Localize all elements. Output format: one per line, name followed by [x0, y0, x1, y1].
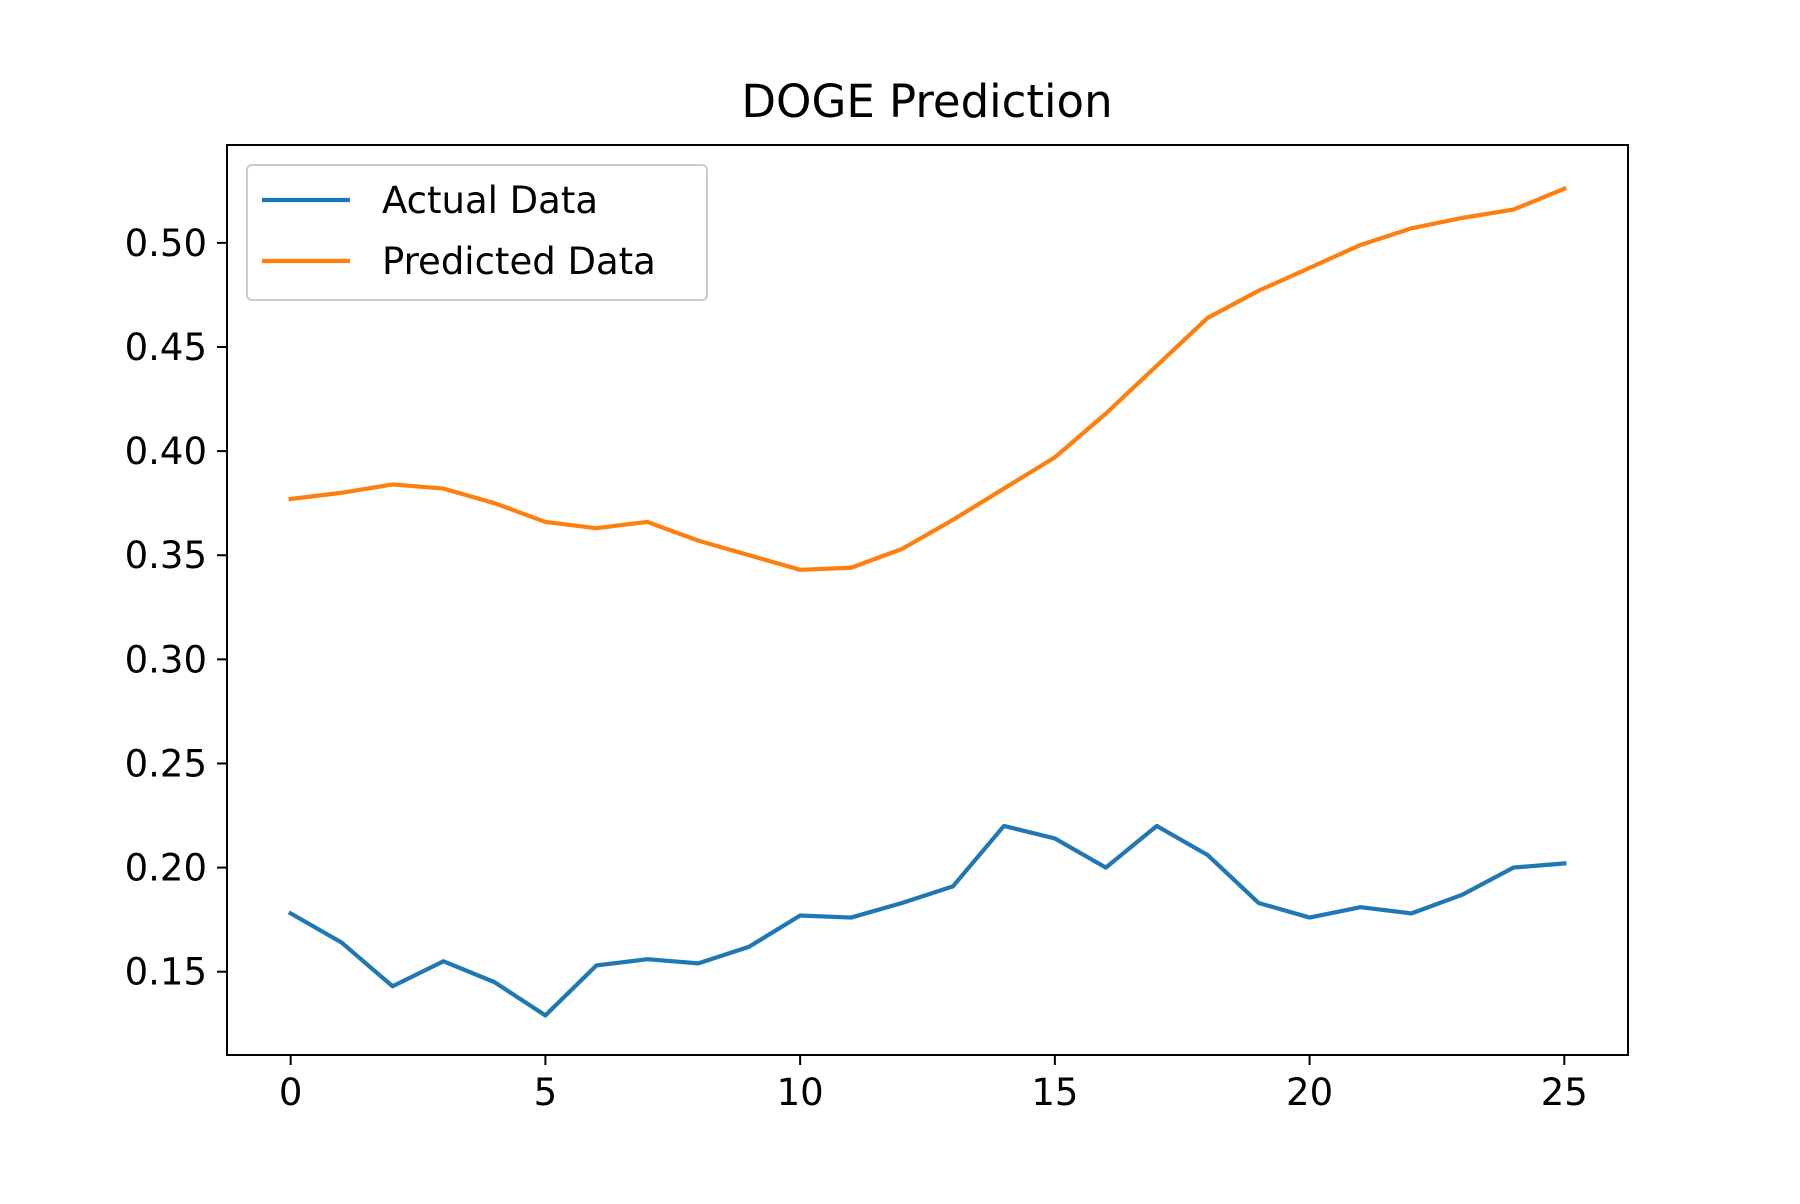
x-tick-label: 5	[534, 1071, 558, 1114]
chart-title: DOGE Prediction	[741, 75, 1112, 128]
legend-label-2: Predicted Data	[382, 240, 656, 283]
legend-box	[246, 164, 708, 301]
axes: 0 5 10 15 20 25 0.15 0.20 0.25 0.30 0.35 0.40 0.45 0.…	[125, 144, 1629, 1114]
axes-frame	[226, 144, 1629, 1056]
y-tick-label: 0.40	[125, 430, 207, 473]
y-tick-label: 0.20	[125, 847, 207, 890]
legend: Actual Data Predicted Data	[246, 164, 708, 301]
plot-area	[287, 185, 1568, 1018]
x-tick-label: 0	[279, 1071, 303, 1114]
y-tick-label: 0.35	[125, 534, 207, 577]
y-tick-label: 0.30	[125, 638, 207, 681]
x-tick-label: 10	[777, 1071, 824, 1114]
x-tick-label: 25	[1541, 1071, 1588, 1114]
y-tick-label: 0.25	[125, 742, 207, 785]
x-tick-label: 15	[1031, 1071, 1078, 1114]
legend-label-1: Actual Data	[382, 179, 598, 222]
y-tick-label: 0.50	[125, 222, 207, 265]
series-line-1	[287, 823, 1567, 1018]
y-tick-label: 0.45	[125, 326, 207, 369]
series-line-2	[288, 185, 1568, 572]
x-tick-label: 20	[1286, 1071, 1333, 1114]
y-tick-label: 0.15	[125, 951, 207, 994]
